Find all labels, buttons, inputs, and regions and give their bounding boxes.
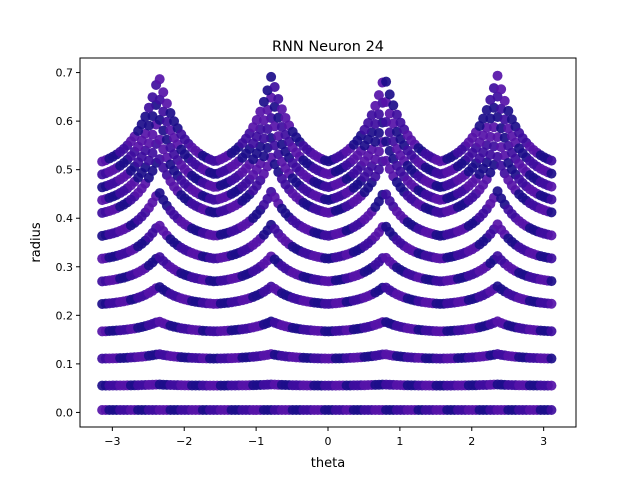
scatter-point (373, 90, 384, 101)
scatter-point (161, 116, 172, 127)
scatter-point (391, 109, 402, 120)
x-tick-label: 3 (540, 435, 547, 448)
scatter-point (161, 98, 172, 109)
y-tick-label: 0.1 (56, 358, 74, 371)
y-axis: 0.0 0.1 0.2 0.3 0.4 0.5 0.6 0.7 (56, 67, 80, 419)
scatter-point (147, 111, 158, 122)
scatter-point (147, 92, 158, 103)
scatter-point (136, 119, 147, 130)
scatter-point (273, 93, 284, 104)
scatter-point (154, 134, 165, 145)
scatter-point (384, 89, 395, 100)
scatter-point (251, 115, 262, 126)
x-tick-label: −3 (104, 435, 120, 448)
scatter-point (273, 112, 284, 123)
scatter-point (546, 207, 557, 218)
y-tick-label: 0.0 (56, 406, 74, 419)
scatter-point (165, 108, 176, 119)
y-tick-label: 0.6 (56, 115, 74, 128)
y-axis-label: radius (29, 222, 44, 262)
scatter-point (384, 127, 395, 138)
x-tick-label: 1 (396, 435, 403, 448)
scatter-point (370, 100, 381, 111)
scatter-point (140, 111, 151, 122)
y-tick-label: 0.2 (56, 309, 74, 322)
y-tick-label: 0.3 (56, 261, 74, 274)
scatter-point (255, 106, 266, 117)
scatter-point (499, 114, 510, 125)
scatter-point (373, 127, 384, 138)
scatter-point (546, 353, 557, 364)
scatter-point (158, 87, 169, 98)
scatter-point (546, 326, 557, 337)
scatter-point (258, 168, 269, 179)
scatter-point (546, 155, 557, 166)
scatter-point (363, 118, 374, 129)
scatter-point (266, 71, 277, 82)
scatter-point (503, 105, 514, 116)
scatter-point (258, 96, 269, 107)
scatter-point (388, 100, 399, 111)
scatter-point (496, 84, 507, 95)
scatter-point (492, 70, 503, 81)
scatter-point (499, 95, 510, 106)
scatter-point (492, 132, 503, 143)
scatter-point (158, 125, 169, 136)
scatter-point (366, 110, 377, 121)
data-points (97, 70, 557, 416)
x-tick-label: −2 (176, 435, 192, 448)
scatter-point (546, 405, 557, 416)
x-tick-label: −1 (248, 435, 264, 448)
scatter-point (546, 253, 557, 264)
scatter-point (546, 380, 557, 391)
scatter-point (269, 82, 280, 92)
scatter-point (481, 104, 492, 115)
scatter-point (154, 74, 165, 85)
scatter-point (546, 194, 557, 205)
scatter-point (546, 276, 557, 287)
x-tick-label: 0 (325, 435, 332, 448)
scatter-point (280, 112, 291, 123)
scatter-point (276, 104, 287, 115)
x-axis: −3 −2 −1 0 1 2 3 (104, 427, 547, 448)
scatter-point (485, 94, 496, 105)
scatter-point (474, 121, 485, 131)
chart-title: RNN Neuron 24 (272, 39, 384, 55)
scatter-point (143, 102, 154, 113)
scatter-point (546, 181, 557, 192)
scatter-point (485, 113, 496, 124)
scatter-point (546, 168, 557, 179)
scatter-point (496, 123, 507, 134)
y-tick-label: 0.5 (56, 164, 74, 177)
x-tick-label: 2 (468, 435, 475, 448)
scatter-point (478, 113, 489, 124)
scatter-point (381, 136, 392, 147)
scatter-point (381, 76, 392, 87)
scatter-point (258, 115, 269, 126)
y-tick-label: 0.4 (56, 212, 74, 225)
scatter-point (546, 230, 557, 241)
x-axis-label: theta (311, 456, 345, 471)
y-tick-label: 0.7 (56, 67, 74, 80)
scatter-point (269, 121, 280, 132)
scatter-point (546, 298, 557, 309)
